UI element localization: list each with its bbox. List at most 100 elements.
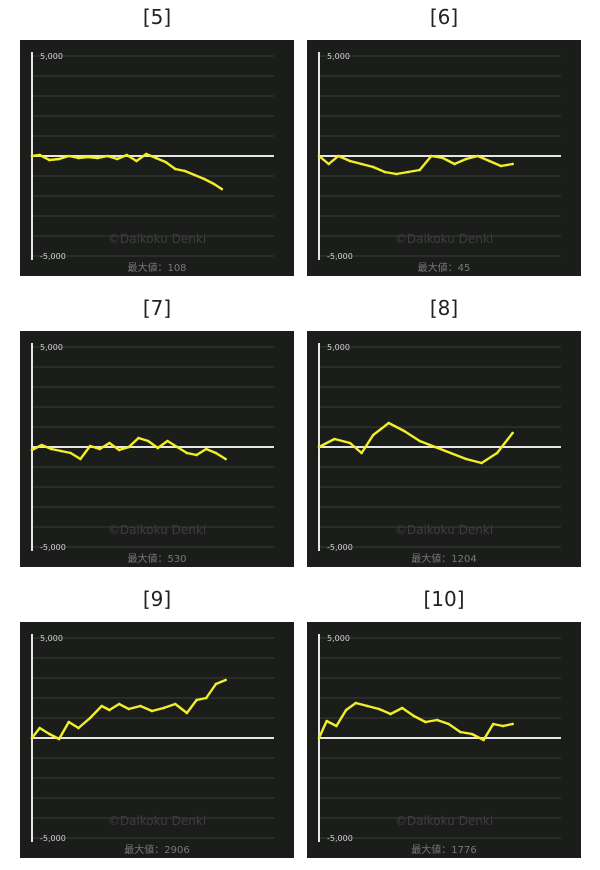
data-point xyxy=(377,707,381,711)
series-line xyxy=(317,154,514,176)
data-point xyxy=(59,449,63,453)
data-point xyxy=(400,706,404,710)
data-point xyxy=(412,714,416,718)
series-line xyxy=(30,678,227,741)
chart-title: [10] xyxy=(423,587,465,611)
data-point xyxy=(175,445,179,449)
data-point xyxy=(220,187,224,191)
max-value-label: 最大値：2906 xyxy=(124,845,190,856)
data-point xyxy=(317,154,321,158)
chart-svg: 5,000 -5,000 xyxy=(307,622,581,858)
chart-panel-5: 5,000 -5,000 ©Daikoku Denki 最大値：108 xyxy=(20,40,294,276)
chart-svg: 5,000 -5,000 xyxy=(20,622,294,858)
y-tick-label-bottom: -5,000 xyxy=(327,252,353,261)
data-point xyxy=(38,153,42,157)
y-tick-label-bottom: -5,000 xyxy=(327,834,353,843)
data-point xyxy=(333,437,336,441)
data-point xyxy=(108,441,111,445)
data-point xyxy=(48,732,51,736)
chart-title: [9] xyxy=(142,587,172,611)
data-point xyxy=(67,154,71,158)
data-point xyxy=(38,726,42,730)
chart-title: [8] xyxy=(429,296,459,320)
data-point xyxy=(139,704,142,708)
data-point xyxy=(88,716,92,720)
data-point xyxy=(511,431,514,435)
data-point xyxy=(371,433,375,437)
data-point xyxy=(185,451,189,455)
watermark-text: ©Daikoku Denki xyxy=(107,814,207,828)
chart-title: [5] xyxy=(142,5,172,29)
data-point xyxy=(166,439,169,443)
data-point xyxy=(435,718,439,722)
series-line xyxy=(317,421,514,465)
data-point xyxy=(464,157,468,161)
data-point xyxy=(195,453,198,457)
data-point xyxy=(402,429,406,433)
data-point xyxy=(79,457,82,461)
y-tick-label-bottom: -5,000 xyxy=(40,834,66,843)
chart-panel-7: 5,000 -5,000 ©Daikoku Denki 最大値：530 xyxy=(20,331,294,567)
data-point xyxy=(511,162,514,166)
data-point xyxy=(214,682,218,686)
data-point xyxy=(40,443,43,447)
data-point xyxy=(115,157,119,161)
plot-background xyxy=(307,331,581,567)
data-point xyxy=(433,445,437,449)
data-point xyxy=(146,439,150,443)
data-point xyxy=(335,724,338,728)
data-point xyxy=(511,722,514,726)
y-tick-label-top: 5,000 xyxy=(40,52,63,61)
plot-background xyxy=(20,331,294,567)
data-point xyxy=(418,168,421,172)
data-point xyxy=(406,170,410,174)
data-point xyxy=(77,156,80,160)
data-point xyxy=(108,708,111,712)
data-point xyxy=(127,707,131,711)
y-tick-label-top: 5,000 xyxy=(327,52,350,61)
data-point xyxy=(337,154,340,158)
y-tick-label-bottom: -5,000 xyxy=(327,543,353,552)
chart-title: [6] xyxy=(429,5,459,29)
data-point xyxy=(317,736,321,740)
y-tick-label-top: 5,000 xyxy=(327,634,350,643)
data-point xyxy=(360,162,363,166)
data-point xyxy=(344,708,348,712)
data-point xyxy=(418,439,421,443)
data-point xyxy=(495,451,499,455)
data-point xyxy=(57,157,61,161)
data-point xyxy=(30,448,34,452)
y-tick-label-top: 5,000 xyxy=(327,343,350,352)
watermark-text: ©Daikoku Denki xyxy=(394,523,494,537)
watermark-text: ©Daikoku Denki xyxy=(394,232,494,246)
data-point xyxy=(429,154,433,158)
data-point xyxy=(100,704,103,708)
max-value-label: 最大値：108 xyxy=(127,263,187,274)
data-point xyxy=(317,445,321,449)
chart-panel-10: 5,000 -5,000 ©Daikoku Denki 最大値：1776 xyxy=(307,622,581,858)
data-point xyxy=(154,156,158,160)
chart-panel-9: 5,000 -5,000 ©Daikoku Denki 最大値：2906 xyxy=(20,622,294,858)
data-point xyxy=(173,167,177,171)
y-tick-label-bottom: -5,000 xyxy=(40,543,66,552)
data-point xyxy=(387,421,390,425)
data-point xyxy=(371,165,375,169)
data-point xyxy=(488,159,491,163)
data-point xyxy=(193,173,196,177)
data-point xyxy=(447,722,451,726)
data-point xyxy=(449,451,452,455)
data-point xyxy=(395,172,398,176)
data-point xyxy=(185,711,189,715)
chart-svg: 5,000 -5,000 xyxy=(20,331,294,567)
data-point xyxy=(204,447,208,451)
data-point xyxy=(224,457,227,461)
data-point xyxy=(183,169,187,173)
data-point xyxy=(98,447,102,451)
max-value-label: 最大値：1776 xyxy=(411,845,477,856)
data-point xyxy=(48,158,51,162)
data-point xyxy=(50,447,53,451)
data-point xyxy=(135,159,138,163)
data-point xyxy=(173,702,177,706)
chart-panel-6: 5,000 -5,000 ©Daikoku Denki 最大値：45 xyxy=(307,40,581,276)
